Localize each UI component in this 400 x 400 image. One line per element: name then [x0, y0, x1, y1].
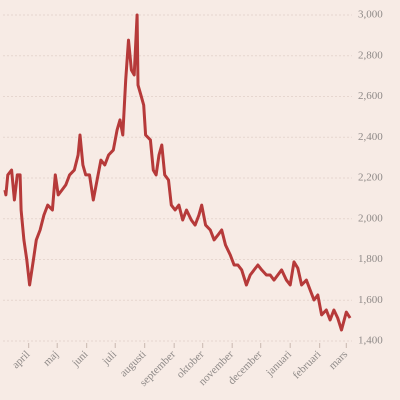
y-tick-label: 2,400 [358, 131, 383, 143]
x-tick-label: juni [69, 348, 90, 369]
x-tick-label: februari [290, 348, 323, 381]
x-tick-label: januari [263, 348, 294, 379]
y-tick-label: 2,200 [358, 172, 383, 184]
x-tick-label: juli [100, 348, 120, 368]
y-tick-label: 3,000 [358, 9, 383, 21]
y-tick-label: 1,600 [358, 294, 383, 306]
y-tick-label: 2,800 [358, 49, 383, 61]
x-tick-label: april [10, 348, 33, 371]
y-tick-label: 1,800 [358, 253, 383, 265]
line [3, 13, 352, 332]
y-tick-label: 1,400 [358, 335, 383, 347]
x-tick-label: mars [327, 348, 351, 372]
y-tick-label: 2,000 [358, 212, 383, 224]
y-tick-label: 2,600 [358, 90, 383, 102]
x-tick-label: maj [41, 348, 61, 368]
